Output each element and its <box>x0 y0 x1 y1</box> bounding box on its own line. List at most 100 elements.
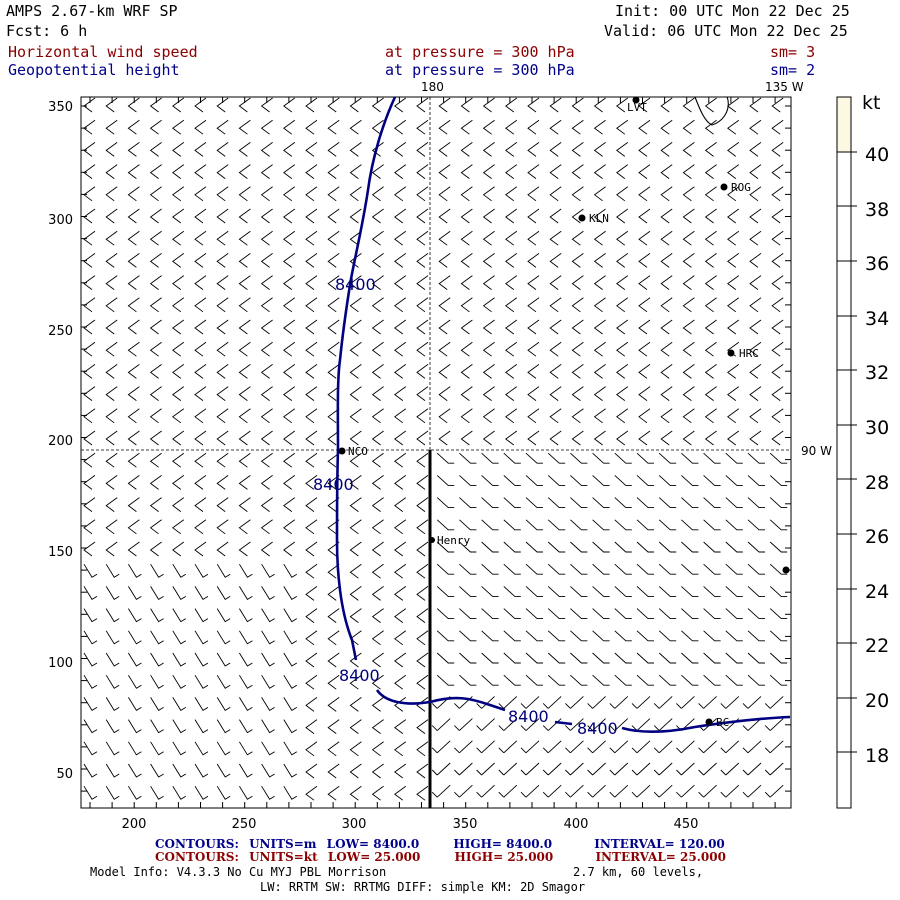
wind-barb <box>83 652 98 667</box>
wind-barb <box>394 97 407 113</box>
footer-wind-low: LOW= 25.000 <box>327 850 421 864</box>
wind-barb <box>682 230 695 246</box>
wind-barb <box>704 275 717 290</box>
wind-barb <box>764 762 784 776</box>
wind-barb <box>482 386 495 401</box>
wind-barb <box>239 586 253 601</box>
wind-barb <box>727 408 740 424</box>
colorbar-tick-label: 26 <box>865 526 889 548</box>
wind-barb <box>742 718 762 731</box>
wind-barb <box>149 275 162 290</box>
wind-barb <box>459 475 477 486</box>
wind-barb <box>771 119 784 135</box>
wind-barb <box>371 119 384 135</box>
wind-barb <box>371 630 384 646</box>
wind-barb <box>454 784 473 798</box>
wind-barb <box>476 784 495 798</box>
wind-barb <box>482 275 495 290</box>
wind-barb <box>394 452 407 468</box>
wind-barb <box>283 319 296 335</box>
wind-barb <box>725 586 743 597</box>
wind-barb <box>525 452 543 464</box>
wind-barb <box>194 341 207 357</box>
wind-barb <box>682 297 695 313</box>
wind-barb <box>283 97 296 113</box>
wind-barb <box>547 541 566 553</box>
contour-label: 8400 <box>577 719 618 738</box>
wind-barb <box>416 497 429 512</box>
wind-barb <box>238 208 251 224</box>
wind-barb <box>454 740 473 754</box>
wind-barb <box>83 452 96 468</box>
footer-model-info: Model Info: V4.3.3 No Cu MYJ PBL Morriso… <box>90 865 387 879</box>
wind-barb <box>238 164 251 179</box>
x-tick-label: 250 <box>232 817 257 832</box>
wind-barb <box>593 164 606 179</box>
wind-barb <box>283 164 296 179</box>
wind-barb <box>592 475 610 486</box>
wind-barb <box>239 563 253 578</box>
wind-barb <box>194 297 207 313</box>
wind-barb <box>727 142 740 157</box>
wind-barb <box>616 164 629 179</box>
wind-barb <box>172 186 185 202</box>
wind-barb <box>172 541 185 557</box>
wind-barb <box>149 497 162 512</box>
wind-barb <box>436 563 455 575</box>
footer-height-high: HIGH= 8400.0 <box>453 837 553 851</box>
wind-barb <box>638 408 651 424</box>
wind-barb <box>260 497 273 512</box>
station-marker <box>632 96 640 104</box>
wind-barb <box>149 341 162 357</box>
wind-barb <box>216 452 229 468</box>
wind-barb <box>505 119 518 135</box>
wind-barb <box>83 475 96 490</box>
wind-barb <box>394 297 407 313</box>
wind-barb <box>305 186 318 202</box>
wind-barb <box>438 142 451 157</box>
wind-barb <box>349 142 362 157</box>
wind-barb <box>749 341 762 357</box>
wind-barb <box>172 608 187 623</box>
wind-barb <box>149 430 162 446</box>
wind-barb <box>261 652 275 667</box>
wind-barb <box>614 652 632 664</box>
wind-barb <box>614 630 632 642</box>
footer-physics: LW: RRTM SW: RRTMG DIFF: simple KM: 2D S… <box>260 880 586 894</box>
footer-height-contours: CONTOURS: UNITS=m LOW= 8400.0 HIGH= 8400… <box>155 838 725 850</box>
wind-barb <box>542 718 562 731</box>
wind-barb <box>105 519 118 535</box>
wind-barb <box>394 497 407 512</box>
wind-barb <box>371 430 384 446</box>
wind-barb <box>127 475 140 490</box>
wind-barb <box>481 497 499 509</box>
wind-barb <box>172 519 185 535</box>
wind-barb <box>482 430 495 446</box>
wind-barb <box>349 697 362 712</box>
wind-barb <box>83 630 98 645</box>
wind-barb <box>283 408 296 424</box>
wind-barb <box>127 119 140 135</box>
wind-barb <box>682 142 695 157</box>
wind-barb <box>570 519 588 531</box>
wind-barb <box>525 519 543 531</box>
wind-barb <box>327 630 340 646</box>
wind-barb <box>431 740 451 754</box>
wind-barb <box>371 253 384 268</box>
wind-barb <box>416 230 429 246</box>
wind-barb <box>172 408 185 424</box>
wind-barb <box>349 763 362 779</box>
wind-barb <box>83 674 98 689</box>
wind-barb <box>416 386 429 401</box>
wind-barb <box>658 563 677 575</box>
wind-barb <box>149 408 162 424</box>
wind-barb <box>549 430 562 446</box>
wind-barb <box>481 563 499 575</box>
wind-barb <box>454 762 473 776</box>
wind-barb <box>172 253 185 268</box>
footer-wind-contours: CONTOURS: UNITS=kt LOW= 25.000 HIGH= 25.… <box>155 851 726 863</box>
wind-barb <box>216 341 229 357</box>
wind-barb <box>570 608 588 620</box>
wind-barb <box>349 364 362 379</box>
wind-barb <box>771 430 784 446</box>
